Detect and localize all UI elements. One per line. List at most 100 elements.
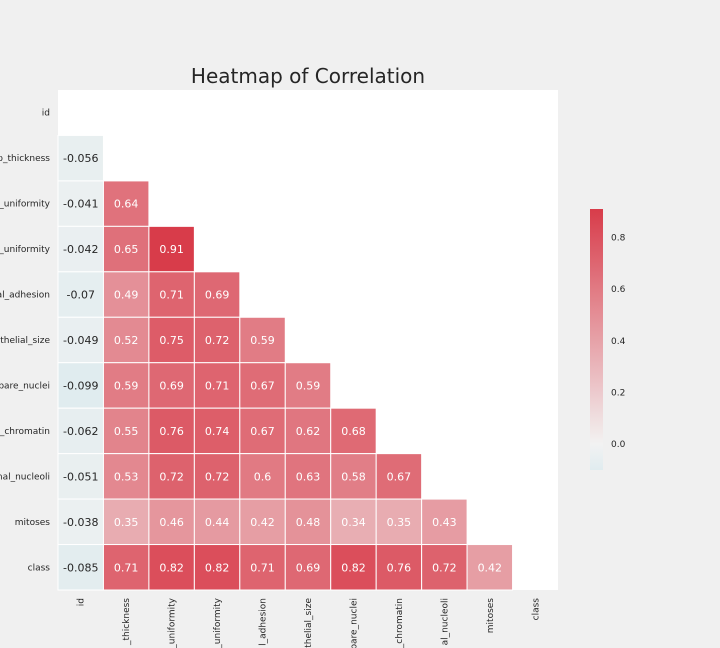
- chart-title: Heatmap of Correlation: [190, 64, 426, 88]
- heatmap-cell: [375, 544, 423, 591]
- cell-value-label: -0.049: [63, 334, 98, 347]
- heatmap-cell: [148, 498, 195, 546]
- row-label: _chromatin: [0, 427, 50, 437]
- cell-value-label: 0.65: [114, 243, 139, 256]
- cell-value-label: -0.042: [63, 243, 98, 256]
- cell-value-label: 0.67: [250, 425, 275, 438]
- heatmap-cell: [57, 544, 104, 591]
- column-label: al_nucleoli: [440, 598, 450, 645]
- cell-value-label: 0.49: [114, 289, 139, 302]
- cell-value-label: 0.71: [250, 561, 275, 574]
- cell-value-label: -0.07: [66, 289, 94, 302]
- heatmap-cell: [284, 362, 332, 409]
- heatmap-cell: [193, 407, 241, 455]
- colorbar-tick-label: 0.8: [611, 233, 626, 243]
- heatmap-cells: -0.056 -0.041 0.64 -0.042 0.65 0.91 -0.07 0.49 0…: [57, 134, 514, 591]
- cell-value-label: 0.67: [250, 379, 275, 392]
- cell-value-label: 0.72: [205, 470, 230, 483]
- cell-value-label: 0.72: [205, 334, 230, 347]
- heatmap-cell: [57, 271, 104, 318]
- heatmap-cell: [148, 316, 195, 364]
- cell-value-label: 0.72: [159, 470, 184, 483]
- cell-value-label: 0.71: [159, 289, 184, 302]
- cell-value-label: 0.52: [114, 334, 139, 347]
- column-label: _uniformity: [168, 597, 178, 648]
- cell-value-label: 0.53: [114, 470, 139, 483]
- cell-value-label: 0.72: [432, 561, 457, 574]
- cell-value-label: 0.71: [114, 561, 139, 574]
- cell-value-label: 0.82: [205, 561, 230, 574]
- cell-value-label: 0.59: [250, 334, 275, 347]
- cell-value-label: -0.038: [63, 516, 98, 529]
- heatmap-cell: [239, 544, 286, 591]
- cell-value-label: 0.75: [159, 334, 184, 347]
- row-labels: id p_thickness _uniformity _uniformity al_ad…: [0, 109, 51, 574]
- heatmap-cell: [57, 180, 104, 227]
- cell-value-label: 0.59: [296, 379, 321, 392]
- cell-value-label: 0.48: [296, 516, 321, 529]
- cell-value-label: 0.67: [387, 470, 412, 483]
- heatmap-cell: [57, 362, 104, 409]
- heatmap-cell: [239, 407, 286, 455]
- cell-value-label: 0.76: [159, 425, 184, 438]
- row-label: id: [42, 109, 50, 119]
- heatmap-cell: [375, 453, 423, 500]
- cell-value-label: 0.69: [159, 379, 184, 392]
- cell-value-label: 0.82: [341, 561, 366, 574]
- heatmap-cell: [57, 225, 104, 273]
- column-label: class: [531, 598, 541, 621]
- heatmap-cell: [466, 544, 514, 591]
- colorbar-tick-label: 0.2: [611, 388, 625, 398]
- heatmap-cell: [148, 225, 195, 273]
- heatmap-cell: [102, 362, 150, 409]
- column-label: bare_nuclei: [349, 598, 359, 648]
- heatmap-cell: [102, 180, 150, 227]
- heatmap-cell: [421, 498, 468, 546]
- heatmap-cell: [102, 316, 150, 364]
- row-label: p_thickness: [0, 154, 50, 164]
- cell-value-label: 0.76: [387, 561, 412, 574]
- cell-value-label: 0.69: [296, 561, 321, 574]
- heatmap-cell: [375, 498, 423, 546]
- heatmap-cell: [330, 407, 377, 455]
- cell-value-label: 0.6: [254, 470, 272, 483]
- heatmap-cell: [57, 498, 104, 546]
- cell-value-label: 0.42: [478, 561, 503, 574]
- heatmap-cell: [57, 407, 104, 455]
- heatmap-cell: [330, 498, 377, 546]
- cell-value-label: 0.35: [387, 516, 412, 529]
- column-label: thelial_size: [304, 598, 314, 648]
- heatmap-cell: [148, 362, 195, 409]
- heatmap-cell: [102, 498, 150, 546]
- cell-value-label: 0.63: [296, 470, 321, 483]
- heatmap-cell: [193, 498, 241, 546]
- colorbar-tick-label: 0.4: [611, 337, 626, 347]
- colorbar-tick-label: 0.0: [611, 440, 626, 450]
- row-label: _uniformity: [0, 245, 51, 255]
- cell-value-label: 0.46: [159, 516, 184, 529]
- cell-value-label: 0.68: [341, 425, 366, 438]
- cell-value-label: 0.64: [114, 198, 139, 211]
- colorbar-ticks: 0.0 0.2 0.4 0.6 0.8: [611, 233, 626, 450]
- column-label: id: [77, 598, 87, 606]
- column-labels: id _thickness _uniformity _uniformity l_adhe…: [77, 597, 542, 648]
- row-label: mitoses: [15, 518, 51, 528]
- heatmap-cell: [148, 407, 195, 455]
- column-label: _chromatin: [395, 598, 405, 648]
- cell-value-label: 0.74: [205, 425, 230, 438]
- row-label: thelial_size: [0, 336, 50, 346]
- cell-value-label: 0.71: [205, 379, 230, 392]
- cell-value-label: 0.91: [159, 243, 184, 256]
- row-label: _uniformity: [0, 200, 51, 210]
- row-label: al_adhesion: [0, 291, 50, 301]
- heatmap-cell: [193, 362, 241, 409]
- cell-value-label: 0.69: [205, 289, 230, 302]
- cell-value-label: -0.041: [63, 198, 98, 211]
- column-label: _uniformity: [213, 597, 223, 648]
- heatmap-cell: [284, 407, 332, 455]
- heatmap-cell: [421, 544, 468, 591]
- colorbar-tick-label: 0.6: [611, 285, 626, 295]
- cell-value-label: -0.085: [63, 561, 98, 574]
